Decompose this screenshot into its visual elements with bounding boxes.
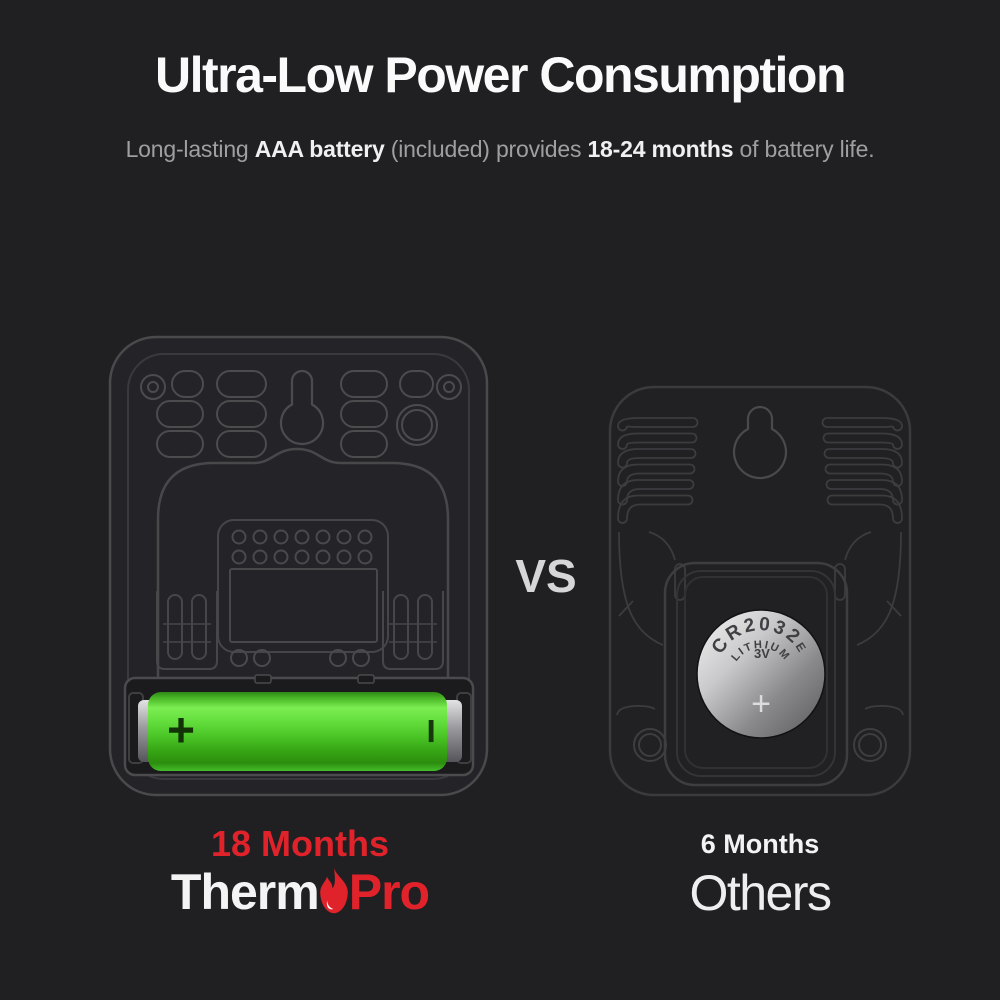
coin-cell-face [696,609,826,739]
compartment-latch-notch [357,674,375,684]
battery-green-body [148,692,447,771]
subtitle: Long-lasting AAA battery (included) prov… [0,136,1000,163]
vs-label: VS [515,550,577,602]
thermopro-duration-label: 18 Months [210,823,389,864]
aaa-battery: + − [138,692,462,771]
screw-boss-circles [230,649,370,667]
device-inner-outline [127,353,470,780]
top-vent-slots [156,370,438,458]
battery-plus-mark: + [167,705,195,758]
side-slot-assembly-left [156,591,218,670]
wall-mount-keyhole [732,405,788,480]
thermopro-logo: Therm Pro [105,867,495,917]
battery-minus-mark: − [407,718,456,744]
subtitle-highlight-aaa: AAA battery [254,136,385,162]
logo-text-therm: Therm [170,864,320,920]
speaker-holes [231,529,373,565]
subtitle-highlight-months: 18-24 months [587,136,734,162]
label-recess [229,568,378,643]
coin-plus-mark: + [751,685,771,723]
flame-icon [319,867,348,914]
thermopro-device-back: + − [108,335,489,797]
curved-vent-slats-left [616,417,699,716]
wall-mount-keyhole [279,369,325,446]
mid-panel-outline [156,447,450,678]
side-slot-assembly-right [382,591,444,670]
compartment-latch-notch [254,674,272,684]
subtitle-part: of battery life. [733,136,875,162]
subtitle-part: Long-lasting [125,136,255,162]
coin-cell-battery: CR2032E LITHIUM 3V + [696,609,826,739]
curved-vent-slats-right [821,417,904,716]
coin-battery-compartment [663,561,849,787]
subtitle-part: (included) provides [384,136,588,162]
speaker-panel [217,519,389,653]
logo-text-pro: Pro [348,864,430,920]
others-device-back: CR2032E LITHIUM 3V + [608,385,912,797]
screw-holes [140,374,462,400]
coin-voltage: 3V [754,646,770,661]
others-brand-label: Others [689,865,832,921]
others-duration-label: 6 Months [700,829,820,859]
page-title: Ultra-Low Power Consumption [154,47,847,103]
